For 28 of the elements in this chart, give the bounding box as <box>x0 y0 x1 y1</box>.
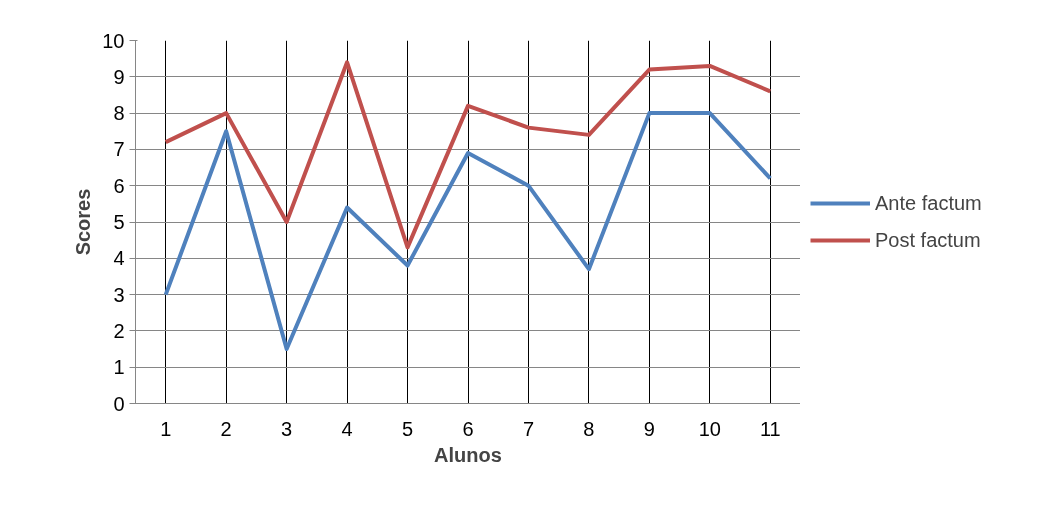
y-tick-label: 4 <box>113 247 125 270</box>
legend-label: Ante factum <box>875 191 982 215</box>
legend-label: Post factum <box>875 228 981 252</box>
y-tick-label: 2 <box>113 319 125 342</box>
y-tick-label: 6 <box>113 174 125 197</box>
y-tick-label: 5 <box>113 211 125 233</box>
line-series <box>163 111 773 352</box>
y-axis-title: Scores <box>72 188 95 256</box>
y-tick-label: 0 <box>113 392 125 415</box>
y-tick-label: 10 <box>102 29 125 52</box>
y-tick-label: 8 <box>113 102 125 125</box>
x-tick-label: 5 <box>401 417 414 440</box>
x-tick-label: 6 <box>462 417 474 440</box>
x-tick-label: 4 <box>341 417 353 440</box>
x-tick-label: 8 <box>583 417 595 440</box>
y-tick-label: 3 <box>113 283 125 306</box>
x-tick-label: 2 <box>220 417 232 440</box>
x-tick-label: 11 <box>759 417 781 440</box>
x-tick-label: 9 <box>643 417 655 440</box>
y-tick-label: 1 <box>113 356 125 379</box>
x-tick-label: 7 <box>522 417 535 440</box>
x-tick-label: 3 <box>281 417 293 440</box>
y-tick-label: 9 <box>113 65 125 88</box>
x-axis-title: Alunos <box>434 443 502 466</box>
y-tick-label: 7 <box>113 138 125 161</box>
x-tick-label: 1 <box>160 417 172 440</box>
line-series <box>163 60 773 250</box>
x-tick-label: 10 <box>698 417 721 440</box>
